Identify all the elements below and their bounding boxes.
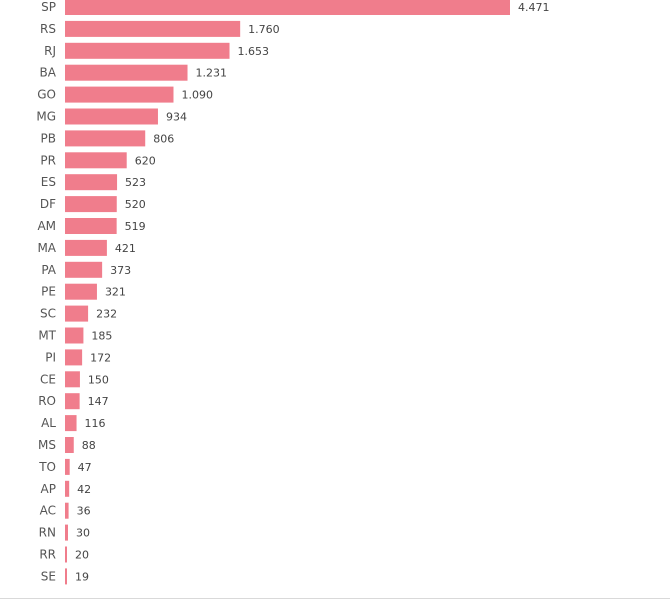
value-label-rn: 30	[76, 527, 90, 540]
category-label-go: GO	[37, 88, 56, 102]
category-label-pe: PE	[41, 285, 56, 299]
value-label-ac: 36	[77, 505, 91, 518]
value-label-rr: 20	[75, 549, 89, 562]
bar-pe[interactable]	[65, 283, 97, 300]
bar-rs[interactable]	[65, 20, 241, 37]
bar-ro[interactable]	[65, 393, 80, 410]
category-label-sc: SC	[40, 307, 56, 321]
value-label-se: 19	[75, 570, 89, 583]
value-label-ap: 42	[77, 483, 91, 496]
value-label-df: 520	[125, 198, 146, 211]
category-label-ma: MA	[37, 241, 56, 255]
bar-pr[interactable]	[65, 152, 127, 169]
category-label-al: AL	[41, 416, 56, 430]
value-label-pr: 620	[135, 154, 156, 167]
bar-rn[interactable]	[65, 524, 68, 541]
category-label-rn: RN	[39, 526, 56, 540]
value-label-mt: 185	[91, 330, 112, 343]
bar-se[interactable]	[65, 568, 67, 585]
value-label-ma: 421	[115, 242, 136, 255]
bar-df[interactable]	[65, 196, 117, 213]
value-label-rs: 1.760	[248, 23, 280, 36]
value-label-pb: 806	[153, 132, 174, 145]
value-label-pa: 373	[110, 264, 131, 277]
category-label-df: DF	[40, 197, 56, 211]
category-label-rj: RJ	[44, 44, 56, 58]
category-label-ap: AP	[41, 482, 56, 496]
category-label-ce: CE	[40, 372, 56, 386]
value-label-sp: 4.471	[518, 1, 550, 14]
bar-pb[interactable]	[65, 130, 146, 147]
bar-mg[interactable]	[65, 108, 158, 125]
value-label-am: 519	[125, 220, 146, 233]
category-label-pb: PB	[41, 131, 56, 145]
category-label-to: TO	[38, 460, 56, 474]
bars-group: SP 4.471 RS 1.760 RJ 1.653 BA 1.231 GO 1.090 MG 934…	[36, 0, 550, 585]
category-label-pi: PI	[45, 350, 56, 364]
value-label-mg: 934	[166, 111, 187, 124]
value-label-ce: 150	[88, 373, 109, 386]
bar-am[interactable]	[65, 218, 117, 234]
bar-ce[interactable]	[65, 371, 80, 388]
category-label-mg: MG	[36, 110, 56, 124]
bar-ma[interactable]	[65, 239, 107, 256]
bar-to[interactable]	[65, 458, 70, 475]
bar-pi[interactable]	[65, 349, 83, 366]
value-label-to: 47	[78, 461, 92, 474]
bar-rj[interactable]	[65, 42, 230, 59]
bar-ba[interactable]	[65, 64, 188, 81]
value-label-ms: 88	[82, 439, 96, 452]
bar-mt[interactable]	[65, 327, 84, 344]
value-label-sc: 232	[96, 308, 117, 321]
bar-go[interactable]	[65, 86, 174, 103]
value-label-ba: 1.231	[196, 67, 228, 80]
bar-al[interactable]	[65, 415, 77, 432]
category-label-se: SE	[41, 569, 56, 583]
value-label-al: 116	[85, 417, 106, 430]
value-label-go: 1.090	[181, 89, 213, 102]
value-label-pe: 321	[105, 286, 126, 299]
value-label-es: 523	[125, 176, 146, 189]
category-label-am: AM	[37, 219, 56, 233]
category-label-rr: RR	[39, 548, 56, 562]
category-label-ba: BA	[40, 66, 57, 80]
category-label-sp: SP	[41, 0, 56, 14]
value-label-ro: 147	[88, 395, 109, 408]
bar-ac[interactable]	[65, 502, 69, 519]
category-label-ac: AC	[40, 504, 56, 518]
value-label-pi: 172	[90, 351, 111, 364]
category-label-ro: RO	[38, 394, 56, 408]
bar-sp[interactable]	[65, 0, 510, 15]
category-label-mt: MT	[38, 329, 56, 343]
bar-sc[interactable]	[65, 305, 89, 322]
category-label-pr: PR	[40, 153, 56, 167]
category-label-es: ES	[41, 175, 56, 189]
bar-ms[interactable]	[65, 437, 74, 453]
category-label-ms: MS	[38, 438, 56, 452]
bar-es[interactable]	[65, 174, 118, 191]
bar-ap[interactable]	[65, 480, 70, 497]
bar-pa[interactable]	[65, 261, 103, 278]
bar-rr[interactable]	[65, 546, 67, 563]
category-label-rs: RS	[40, 22, 56, 36]
bottom-divider	[0, 598, 670, 599]
category-label-pa: PA	[41, 263, 56, 277]
value-label-rj: 1.653	[238, 45, 270, 58]
